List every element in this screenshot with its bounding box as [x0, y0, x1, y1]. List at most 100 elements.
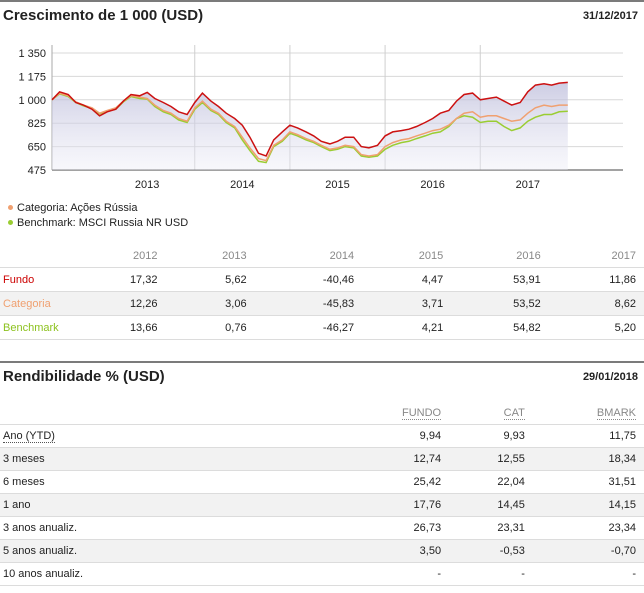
x-tick-label: 2013	[135, 179, 159, 191]
growth-chart: 1 350 1 175 1 000 825 650 475 2013 2014 2015 2016…	[18, 45, 623, 191]
returns-header-fundo-label: FUNDO	[401, 407, 442, 420]
returns-row-label: 5 anos anualiz.	[0, 539, 338, 563]
returns-row-label[interactable]: Ano (YTD)	[0, 424, 338, 448]
returns-cell: 31,51	[532, 470, 644, 494]
returns-row-5y: 5 anos anualiz. 3,50 -0,53 -0,70	[0, 539, 644, 563]
annual-year-2013: 2013	[165, 244, 255, 268]
legend-category: Categoria: Ações Rússia	[8, 202, 137, 214]
series-line-benchmark	[51, 92, 568, 164]
returns-cell: -	[449, 562, 533, 586]
legend-benchmark: Benchmark: MSCI Russia NR USD	[8, 217, 188, 229]
annual-header-blank	[0, 244, 68, 268]
annual-cell: 5,62	[165, 267, 255, 292]
returns-row-label: 10 anos anualiz.	[0, 562, 338, 586]
annual-row-label: Categoria	[0, 291, 68, 316]
returns-header-blank	[0, 402, 338, 425]
annual-cell: 4,47	[362, 267, 452, 292]
returns-cell: 18,34	[532, 447, 644, 471]
returns-cell: 3,50	[338, 539, 450, 563]
annual-year-2016: 2016	[451, 244, 549, 268]
annual-cell: 0,76	[165, 315, 255, 340]
returns-row-ytd: Ano (YTD) 9,94 9,93 11,75	[0, 424, 644, 448]
returns-cell: 22,04	[449, 470, 533, 494]
series-line-categoria	[51, 92, 568, 162]
annual-returns-table: 2012 2013 2014 2015 2016 2017 Fundo 17,3…	[0, 244, 644, 340]
returns-header-cat[interactable]: CAT	[449, 402, 533, 425]
returns-cell: 14,45	[449, 493, 533, 517]
annual-cell: 13,66	[68, 315, 166, 340]
returns-row-3m: 3 meses 12,74 12,55 18,34	[0, 447, 644, 471]
returns-cell: -	[338, 562, 450, 586]
annual-row-benchmark: Benchmark 13,66 0,76 -46,27 4,21 54,82 5…	[0, 315, 644, 340]
annual-row-fundo: Fundo 17,32 5,62 -40,46 4,47 53,91 11,86	[0, 267, 644, 292]
returns-cell: 12,74	[338, 447, 450, 471]
x-tick-label: 2017	[516, 179, 540, 191]
returns-row-3y: 3 anos anualiz. 26,73 23,31 23,34	[0, 516, 644, 540]
growth-header: Crescimento de 1 000 (USD) 31/12/2017	[0, 0, 644, 30]
y-tick-label: 1 000	[18, 95, 46, 107]
returns-row-10y: 10 anos anualiz. - - -	[0, 562, 644, 586]
returns-header-fundo: FUNDO	[338, 402, 450, 425]
returns-cell: 25,42	[338, 470, 450, 494]
returns-row-1y: 1 ano 17,76 14,45 14,15	[0, 493, 644, 517]
returns-row-label: 1 ano	[0, 493, 338, 517]
returns-row-6m: 6 meses 25,42 22,04 31,51	[0, 470, 644, 494]
y-tick-label: 650	[28, 142, 46, 154]
returns-cell: 9,93	[449, 424, 533, 448]
annual-year-2012: 2012	[68, 244, 166, 268]
trailing-returns-table: FUNDO CAT BMARK Ano (YTD) 9,94 9,93 11,7…	[0, 402, 644, 586]
returns-header-bmark-label[interactable]: BMARK	[596, 407, 636, 420]
growth-title: Crescimento de 1 000 (USD)	[3, 7, 204, 24]
x-tick-label: 2016	[420, 179, 444, 191]
annual-year-2017: 2017	[548, 244, 644, 268]
returns-cell: -0,53	[449, 539, 533, 563]
returns-row-label: 6 meses	[0, 470, 338, 494]
y-tick-label: 1 175	[18, 71, 46, 83]
returns-cell: 26,73	[338, 516, 450, 540]
returns-row-label: 3 anos anualiz.	[0, 516, 338, 540]
y-tick-label: 825	[28, 118, 46, 130]
returns-cell: 14,15	[532, 493, 644, 517]
annual-cell: 4,21	[362, 315, 452, 340]
y-tick-label: 1 350	[18, 48, 46, 60]
returns-row-label-text[interactable]: Ano (YTD)	[3, 430, 55, 443]
annual-cell: 54,82	[451, 315, 549, 340]
annual-cell: 5,20	[548, 315, 644, 340]
annual-cell: 3,71	[362, 291, 452, 316]
returns-cell: 23,31	[449, 516, 533, 540]
series-line-fundo	[51, 81, 568, 157]
legend-benchmark-dot	[8, 219, 13, 225]
fund-area	[52, 82, 568, 170]
annual-year-2015: 2015	[362, 244, 452, 268]
annual-year-2014: 2014	[254, 244, 363, 268]
annual-cell: 8,62	[548, 291, 644, 316]
y-tick-label: 475	[28, 165, 46, 177]
annual-cell: 3,06	[165, 291, 255, 316]
annual-cell: 11,86	[548, 267, 644, 292]
returns-header: Rendibilidade % (USD) 29/01/2018	[0, 361, 644, 391]
annual-cell: -40,46	[254, 267, 363, 292]
annual-header-row: 2012 2013 2014 2015 2016 2017	[0, 244, 644, 268]
annual-cell: 17,32	[68, 267, 166, 292]
legend-category-label: Categoria: Ações Rússia	[17, 202, 138, 214]
annual-cell: 53,52	[451, 291, 549, 316]
legend-category-dot	[8, 204, 13, 210]
returns-title: Rendibilidade % (USD)	[3, 368, 165, 385]
returns-header-bmark[interactable]: BMARK	[532, 402, 644, 425]
annual-cell: -45,83	[254, 291, 363, 316]
x-tick-label: 2015	[325, 179, 349, 191]
returns-cell: 17,76	[338, 493, 450, 517]
returns-cell: 23,34	[532, 516, 644, 540]
returns-cell: -	[532, 562, 644, 586]
annual-cell: 12,26	[68, 291, 166, 316]
returns-cell: 12,55	[449, 447, 533, 471]
legend-benchmark-label: Benchmark: MSCI Russia NR USD	[17, 217, 189, 229]
annual-cell: -46,27	[254, 315, 363, 340]
growth-date: 31/12/2017	[582, 10, 638, 22]
annual-row-label: Benchmark	[0, 315, 68, 340]
returns-header-row: FUNDO CAT BMARK	[0, 402, 644, 425]
returns-cell: 9,94	[338, 424, 450, 448]
returns-header-cat-label[interactable]: CAT	[503, 407, 525, 420]
annual-row-categoria: Categoria 12,26 3,06 -45,83 3,71 53,52 8…	[0, 291, 644, 316]
annual-cell: 53,91	[451, 267, 549, 292]
